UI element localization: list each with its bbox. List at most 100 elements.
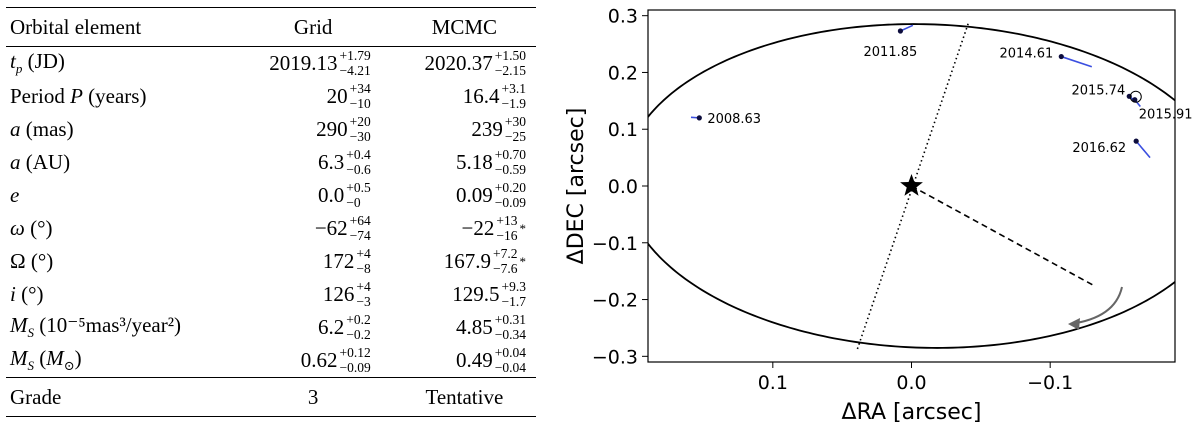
footer-label: Grade: [10, 384, 62, 409]
row-mcmc-value: 5.18 +0.70 −0.59: [389, 146, 536, 179]
observation-point: [1133, 138, 1139, 144]
table-row: ω (°) −62 +64 −74 −22 +13 −16 *: [6, 212, 536, 245]
residual-line: [1061, 55, 1093, 68]
mcmc-lower-error: −7.6: [493, 260, 518, 276]
row-label: e: [10, 183, 20, 207]
mcmc-lower-error: −1.7: [501, 293, 527, 309]
grid-upper-error: +34: [349, 80, 371, 96]
observation-point: [696, 115, 702, 121]
mcmc-estimate: −22: [461, 216, 495, 240]
y-tick-label: −0.2: [592, 290, 638, 312]
grid-estimate: 0.0: [318, 183, 345, 207]
footer-mcmc: Tentative: [425, 384, 504, 409]
mcmc-lower-error: −16: [496, 227, 518, 243]
row-grid-value: 126 +4 −3: [234, 278, 389, 311]
table-row: Period P (years) 20 +34 −10 16.4 +3.1 −1.9: [6, 80, 536, 113]
mcmc-lower-error: −1.9: [501, 95, 527, 111]
orbit-plot: 0.1 0.0 −0.1 0.3 0.2 0.1 0.0 −0.1 −0.2 −0.3 ΔRA [a…: [564, 6, 1193, 425]
grid-lower-error: −0.09: [339, 359, 371, 375]
arrow-head-icon: [1068, 318, 1080, 330]
table-row: MS (M⊙) 0.62 +0.12 −0.09 0.49 +0.04 −0.04: [6, 344, 536, 378]
grid-upper-error: +1.79: [339, 47, 371, 63]
grid-lower-error: −0: [346, 194, 361, 210]
epoch-label: 2015.91: [1139, 108, 1193, 123]
grid-estimate: 0.62: [300, 348, 338, 372]
table-row: e 0.0 +0.5 −0 0.09 +0.20 −0.09: [6, 179, 536, 212]
mcmc-upper-error: +9.3: [501, 278, 527, 294]
grid-lower-error: −0.2: [346, 326, 371, 342]
x-tick-label: 0.0: [896, 372, 926, 394]
table-row: tp (JD) 2019.13 +1.79 −4.21 2020.37 +1.50 −2.1…: [6, 47, 536, 81]
mcmc-lower-error: −0.04: [494, 359, 526, 375]
row-mcmc-value: 2020.37 +1.50 −2.15: [389, 47, 536, 81]
grid-lower-error: −8: [356, 260, 371, 276]
mcmc-upper-error: +0.31: [494, 311, 526, 327]
mcmc-estimate: 0.09: [456, 183, 493, 207]
significance-mark: *: [519, 221, 527, 236]
epoch-label: 2014.61: [1000, 47, 1054, 62]
epoch-label: 2016.62: [1072, 141, 1126, 156]
mcmc-lower-error: −0.34: [494, 326, 526, 342]
row-grid-value: 290 +20 −30: [234, 113, 389, 146]
row-grid-value: 6.3 +0.4 −0.6: [234, 146, 389, 179]
mcmc-upper-error: +0.70: [494, 146, 526, 162]
grid-lower-error: −3: [356, 293, 371, 309]
table-body: tp (JD) 2019.13 +1.79 −4.21 2020.37 +1.50 −2.1…: [6, 47, 536, 378]
mcmc-lower-error: −0.59: [494, 161, 526, 177]
x-tick-label: −0.1: [1027, 372, 1073, 394]
row-mcmc-value: 129.5 +9.3 −1.7: [389, 278, 536, 311]
grid-upper-error: +4: [356, 278, 371, 294]
row-label: a (mas): [10, 117, 74, 141]
row-label: tp (JD): [10, 49, 65, 77]
row-grid-value: 172 +4 −8: [234, 245, 389, 278]
row-label: ω (°): [10, 216, 53, 240]
y-axis-label: ΔDEC [arcsec]: [564, 108, 589, 265]
row-label: MS (10⁻⁵mas³/year²): [10, 313, 182, 341]
row-mcmc-value: 4.85 +0.31 −0.34: [389, 311, 536, 344]
row-grid-value: 6.2 +0.2 −0.2: [234, 311, 389, 344]
row-label: Ω (°): [10, 249, 54, 273]
y-tick-label: 0.0: [608, 176, 638, 198]
observation-point: [897, 28, 904, 34]
periastron-line: [911, 185, 1095, 287]
grid-estimate: 126: [322, 282, 355, 306]
header-mcmc: MCMC: [431, 14, 498, 39]
highlight-circle: [1129, 90, 1142, 103]
mcmc-upper-error: +1.50: [494, 47, 526, 63]
epoch-label: 2015.74: [1071, 83, 1125, 98]
grid-estimate: 6.3: [318, 150, 345, 174]
row-grid-value: 2019.13 +1.79 −4.21: [234, 47, 389, 81]
mcmc-lower-error: −25: [504, 128, 526, 144]
grid-estimate: 290: [316, 117, 348, 141]
mcmc-upper-error: +13: [496, 212, 518, 228]
mcmc-upper-error: +0.20: [494, 179, 526, 195]
row-mcmc-value: 16.4 +3.1 −1.9: [389, 80, 536, 113]
mcmc-estimate: 4.85: [456, 315, 493, 339]
mcmc-upper-error: +0.04: [494, 344, 526, 360]
epoch-label: 2011.85: [864, 45, 918, 60]
grid-lower-error: −74: [349, 227, 371, 243]
y-tick-label: 0.1: [608, 119, 638, 141]
row-label: i (°): [10, 282, 44, 306]
row-grid-value: −62 +64 −74: [234, 212, 389, 245]
header-orbital-element: Orbital element: [10, 14, 142, 39]
grid-estimate: 2019.13: [269, 51, 338, 75]
orbital-elements-table-panel: Orbital element Grid MCMC tp (JD) 2019.13…: [0, 0, 545, 433]
mcmc-estimate: 2020.37: [424, 51, 493, 75]
y-tick-label: 0.3: [608, 6, 638, 28]
grid-lower-error: −4.21: [339, 62, 371, 78]
table-row: a (AU) 6.3 +0.4 −0.6 5.18 +0.70 −0.59: [6, 146, 536, 179]
grid-upper-error: +4: [356, 245, 371, 261]
x-tick-label: 0.1: [758, 372, 788, 394]
row-label: a (AU): [10, 150, 71, 174]
row-label: Period P (years): [10, 84, 147, 108]
x-axis-label: ΔRA [arcsec]: [842, 400, 982, 425]
mcmc-lower-error: −2.15: [494, 62, 526, 78]
table-row: Ω (°) 172 +4 −8 167.9 +7.2 −7.6 *: [6, 245, 536, 278]
grid-lower-error: −10: [349, 95, 371, 111]
grid-estimate: 172: [322, 249, 355, 273]
grid-upper-error: +0.4: [346, 146, 371, 162]
mcmc-estimate: 129.5: [452, 282, 500, 306]
star-icon: [900, 174, 923, 196]
table-row: a (mas) 290 +20 −30 239 +30 −25: [6, 113, 536, 146]
